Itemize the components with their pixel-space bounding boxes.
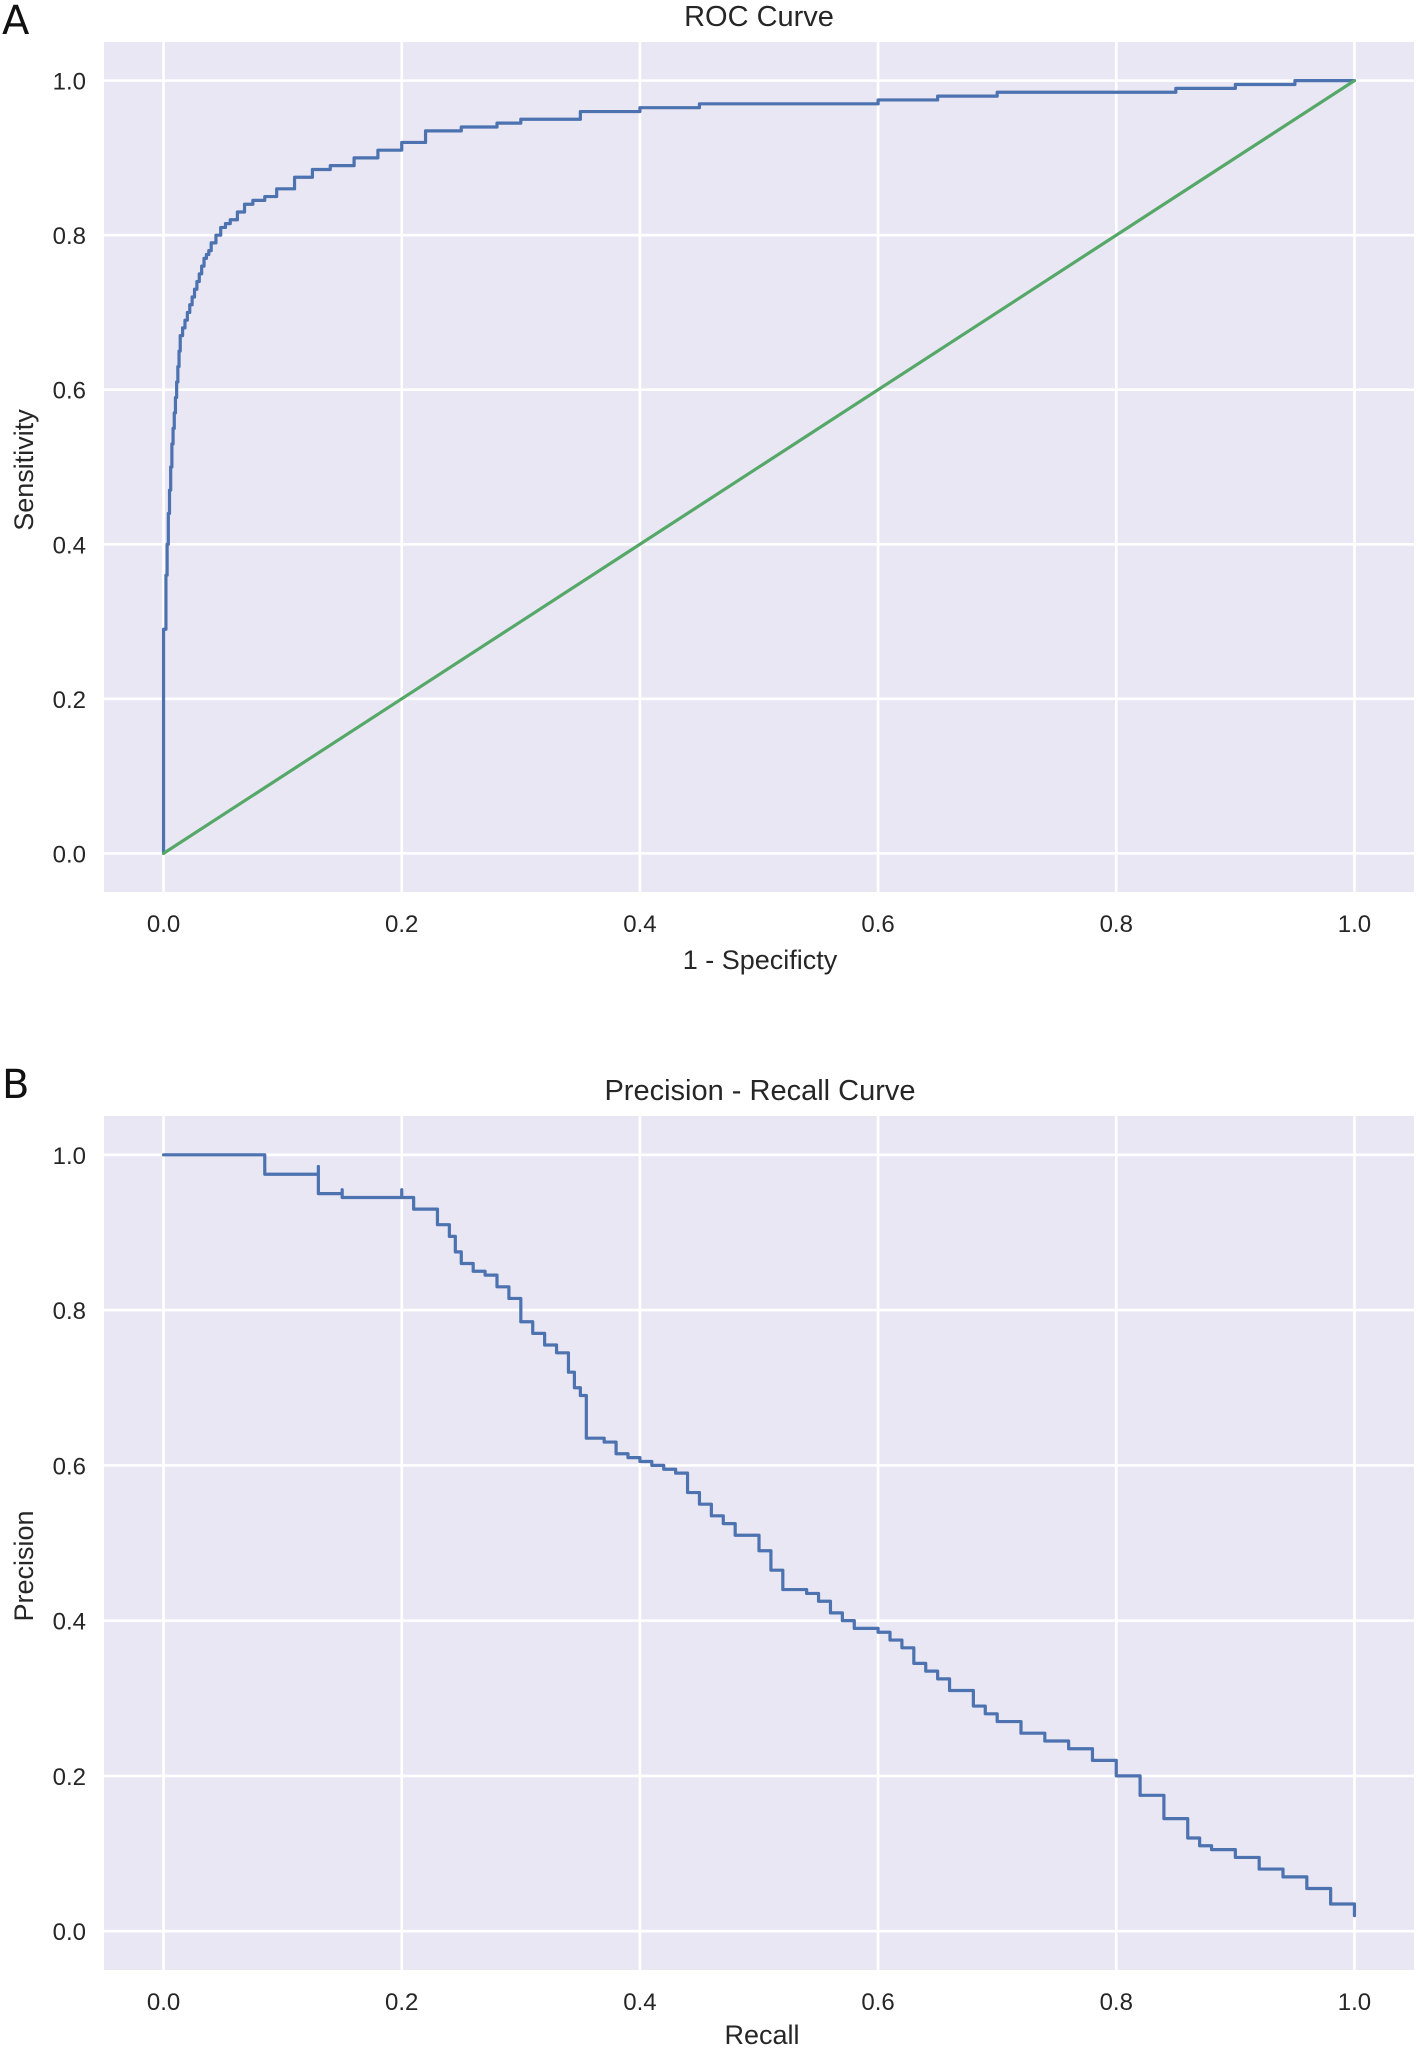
y-tick-label: 1.0 bbox=[53, 69, 86, 96]
pr-series-precision-recall bbox=[161, 1153, 1357, 1918]
y-axis-label-roc: Sensitivity bbox=[9, 409, 39, 531]
x-tick-label: 0.2 bbox=[385, 1989, 418, 2016]
x-tick-labels-roc: 0.0 0.2 0.4 0.6 0.8 1.0 bbox=[147, 911, 1371, 938]
x-tick-label: 0.2 bbox=[385, 911, 418, 938]
y-tick-label: 0.8 bbox=[53, 1298, 86, 1325]
x-tick-label: 0.4 bbox=[623, 1989, 656, 2016]
x-tick-label: 0.4 bbox=[623, 911, 656, 938]
x-tick-label: 0.0 bbox=[147, 1989, 180, 2016]
x-axis-label-roc: 1 - Specificty bbox=[683, 945, 838, 975]
x-tick-labels-pr: 0.0 0.2 0.4 0.6 0.8 1.0 bbox=[147, 1989, 1371, 2016]
chart-title-pr: Precision - Recall Curve bbox=[604, 1075, 915, 1107]
y-tick-label: 1.0 bbox=[53, 1143, 86, 1170]
y-tick-labels-pr: 0.0 0.2 0.4 0.6 0.8 1.0 bbox=[53, 1143, 86, 1946]
x-tick-label: 0.6 bbox=[861, 1989, 894, 2016]
y-tick-label: 0.6 bbox=[53, 1453, 86, 1480]
y-tick-label: 0.8 bbox=[53, 223, 86, 250]
y-tick-label: 0.4 bbox=[53, 532, 86, 559]
y-tick-labels-roc: 0.0 0.2 0.4 0.6 0.8 1.0 bbox=[53, 69, 86, 869]
roc-series-roc bbox=[161, 79, 1357, 855]
roc-series-chance bbox=[161, 79, 1357, 855]
x-tick-label: 1.0 bbox=[1338, 911, 1371, 938]
series-roc bbox=[161, 79, 1357, 855]
series-pr bbox=[161, 1153, 1357, 1918]
panel-a: A 0.00.20.40.60.81.0 0.0 0.2 0.4 0.6 0.8 1.0 … bbox=[2, 0, 1414, 975]
y-tick-label: 0.2 bbox=[53, 1764, 86, 1791]
y-tick-label: 0.0 bbox=[53, 841, 86, 868]
gridlines-roc bbox=[104, 42, 1414, 892]
y-tick-label: 0.4 bbox=[53, 1609, 86, 1636]
panel-letter-a: A bbox=[2, 0, 30, 44]
y-axis-label-pr: Precision bbox=[9, 1510, 39, 1621]
panel-letter-b: B bbox=[2, 1062, 29, 1108]
x-tick-label: 0.8 bbox=[1100, 1989, 1133, 2016]
y-tick-label: 0.2 bbox=[53, 687, 86, 714]
chart-title-roc: ROC Curve bbox=[684, 1, 834, 33]
panel-b: B 0.00.20.40.60.81.0 0.0 0.2 0.4 0.6 0.8 1.0 … bbox=[2, 1062, 1414, 2048]
x-tick-label: 0.6 bbox=[861, 911, 894, 938]
x-tick-label: 0.0 bbox=[147, 911, 180, 938]
y-tick-label: 0.0 bbox=[53, 1919, 86, 1946]
gridlines-pr bbox=[104, 1116, 1414, 1970]
x-tick-label: 0.8 bbox=[1100, 911, 1133, 938]
x-axis-label-pr: Recall bbox=[724, 2020, 799, 2048]
y-tick-label: 0.6 bbox=[53, 378, 86, 405]
x-tick-label: 1.0 bbox=[1338, 1989, 1371, 2016]
